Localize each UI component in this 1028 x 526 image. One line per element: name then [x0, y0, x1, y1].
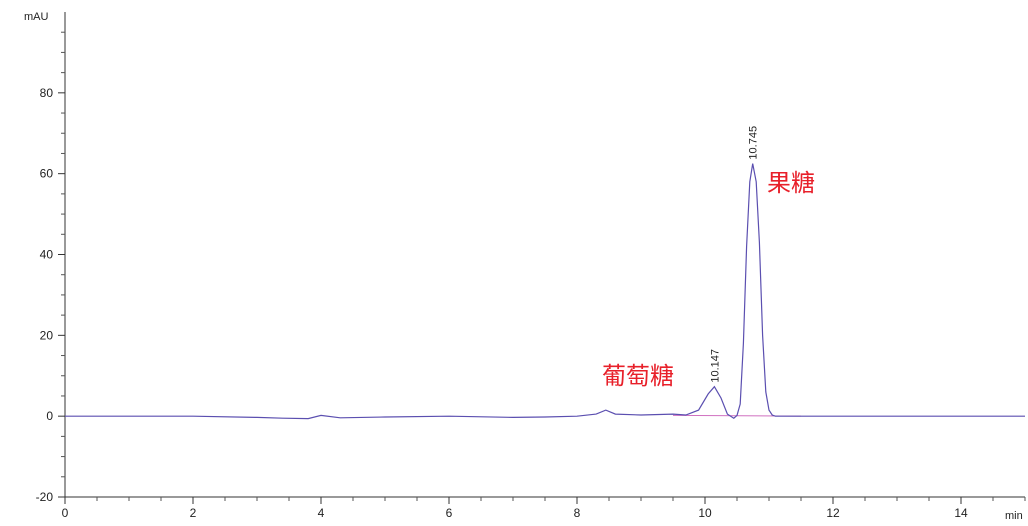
- peak-label: 10.147: [709, 349, 721, 383]
- y-tick-label: 40: [40, 248, 54, 262]
- x-tick-label: 6: [446, 506, 453, 520]
- y-tick-label: -20: [36, 490, 54, 504]
- series-line-0: [65, 163, 1025, 420]
- y-tick-label: 80: [40, 86, 54, 100]
- x-tick-label: 10: [698, 506, 712, 520]
- peak-label: 10.745: [748, 126, 760, 160]
- axes: [64, 12, 1025, 498]
- glucose-annotation: 葡萄糖: [602, 362, 674, 390]
- labels: 10.147 10.745: [709, 126, 759, 383]
- ticks: -20 0 20 40 60 80 0 2 4 6 8 10 12 14: [36, 31, 1026, 520]
- x-tick-label: 2: [190, 506, 197, 520]
- x-tick-label: 0: [62, 506, 69, 520]
- y-tick-label: 60: [40, 167, 54, 181]
- y-tick-label: 0: [46, 409, 53, 423]
- x-tick-label: 14: [954, 506, 968, 520]
- x-tick-label: 12: [826, 506, 840, 520]
- fructose-annotation: 果糖: [767, 169, 815, 197]
- x-tick-label: 8: [574, 506, 581, 520]
- series: [65, 163, 1025, 420]
- y-tick-label: 20: [40, 328, 54, 342]
- x-tick-label: 4: [318, 506, 325, 520]
- x-axis-unit-label: min: [1005, 510, 1023, 522]
- y-axis-unit-label: mAU: [24, 11, 49, 23]
